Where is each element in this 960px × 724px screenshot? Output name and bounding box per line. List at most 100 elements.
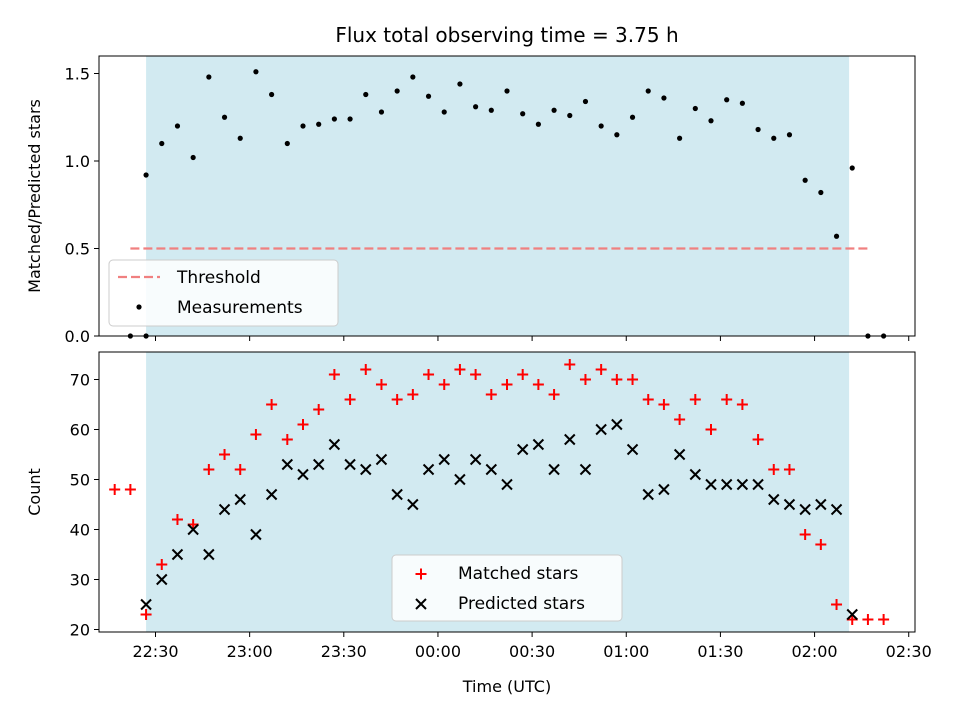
matched-star-point: [219, 449, 231, 460]
measurement-point: [269, 91, 275, 98]
y-axis-label: Matched/Predicted stars: [25, 99, 44, 293]
predicted-star-point: [187, 523, 199, 536]
axes-frame: [98, 351, 916, 633]
y-tick-label: 60: [70, 421, 90, 440]
bottom-panel: 20 30 40 50 60 70 22:30 23:00 23:30 00:00 00:30 01:…: [25, 351, 932, 696]
predicted-star-point: [360, 463, 372, 476]
matched-star-point: [344, 394, 356, 405]
measurement-point: [661, 95, 667, 101]
predicted-star-point: [407, 498, 419, 511]
predicted-star-point: [375, 453, 388, 466]
predicted-star-point: [469, 453, 482, 466]
measurement-point: [629, 114, 636, 120]
y-tick-label: 70: [70, 371, 90, 390]
legend-measurements-label: Measurements: [177, 298, 303, 318]
measurement-point: [284, 140, 290, 147]
x-tick-label: 23:00: [227, 642, 273, 661]
predicted-star-point: [658, 483, 670, 496]
x-tick-label: 00:30: [509, 642, 555, 661]
predicted-star-point: [815, 498, 827, 511]
matched-star-point: [689, 394, 701, 405]
measurement-point: [849, 165, 855, 171]
measurement-point: [300, 123, 306, 129]
measurement-point: [473, 104, 479, 110]
x-tick-label: 01:00: [603, 642, 649, 661]
matched-star-point: [124, 484, 136, 495]
y-tick-label: 20: [70, 621, 90, 640]
predicted-star-point: [532, 438, 545, 451]
predicted-star-point: [344, 458, 356, 471]
predicted-star-point: [752, 478, 764, 491]
predicted-star-point: [516, 443, 529, 456]
measurement-point: [786, 132, 793, 138]
matched-star-point: [627, 374, 639, 385]
measurement-point: [441, 109, 447, 115]
matched-star-point: [642, 394, 654, 405]
matched-star-point: [203, 464, 215, 475]
matched-star-point: [532, 379, 544, 390]
predicted-star-point: [830, 503, 843, 516]
matched-star-point: [595, 364, 607, 375]
x-tick-label: 02:30: [886, 642, 932, 661]
measurement-point: [567, 112, 573, 119]
legend-measurements-swatch: [136, 304, 142, 310]
x-tick-label: 23:30: [321, 642, 367, 661]
matched-star-point: [674, 414, 686, 425]
measurement-point: [739, 100, 745, 106]
legend: Threshold Measurements: [108, 259, 339, 327]
measurement-point: [253, 69, 259, 75]
matched-star-point: [548, 389, 560, 400]
measurement-point: [692, 105, 698, 112]
predicted-star-point: [312, 458, 325, 471]
predicted-star-point: [548, 463, 560, 476]
matched-star-point: [470, 369, 482, 380]
predicted-star-point: [689, 468, 702, 481]
predicted-star-point: [328, 438, 341, 451]
measurement-point: [425, 93, 432, 99]
matched-star-point: [768, 464, 780, 475]
matched-star-point: [878, 614, 890, 625]
measurement-point: [190, 154, 196, 161]
matched-star-point: [752, 434, 764, 445]
measurement-point: [457, 81, 463, 87]
matched-star-point: [831, 599, 843, 610]
x-tick-label: 00:00: [415, 642, 461, 661]
predicted-star-point: [234, 493, 246, 506]
predicted-star-point: [783, 498, 796, 511]
matched-star-point: [250, 429, 262, 440]
measurement-point: [645, 88, 651, 94]
matched-star-point: [375, 379, 387, 390]
measurement-point: [206, 74, 212, 80]
predicted-star-point: [564, 433, 576, 446]
measurement-point: [378, 109, 385, 115]
measurement-point: [159, 140, 165, 147]
measurement-point: [504, 88, 510, 94]
y-tick-label: 30: [70, 571, 90, 590]
matched-star-point: [328, 369, 340, 380]
measurement-point: [818, 189, 824, 196]
measurement-point: [237, 135, 243, 141]
predicted-star-point: [642, 488, 654, 501]
y-axis-label: Count: [25, 468, 44, 516]
y-tick-label: 40: [70, 521, 90, 540]
predicted-star-point: [156, 573, 168, 586]
matched-star-point: [140, 609, 152, 620]
x-tick-label: 22:30: [132, 642, 178, 661]
measurement-point: [535, 121, 541, 127]
measurement-point: [331, 116, 337, 122]
matched-star-point: [407, 389, 419, 400]
predicted-star-point: [673, 448, 686, 461]
matched-star-point: [564, 359, 576, 370]
matched-star-point: [611, 374, 623, 385]
matched-star-point: [517, 369, 529, 380]
matched-star-point: [783, 464, 795, 475]
measurement-point: [598, 123, 604, 129]
legend-threshold-label: Threshold: [176, 268, 261, 288]
measurement-point: [677, 135, 683, 141]
predicted-star-point: [485, 463, 498, 476]
matched-star-point: [736, 399, 748, 410]
matched-star-point: [501, 379, 513, 390]
measurement-point: [708, 118, 714, 124]
matched-star-point: [313, 404, 325, 415]
